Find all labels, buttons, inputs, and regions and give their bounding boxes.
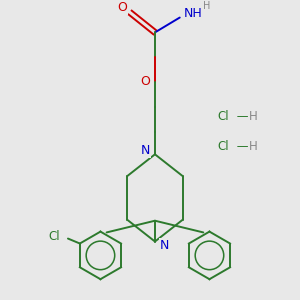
Text: —: — [233, 140, 253, 153]
Text: H: H [249, 140, 258, 153]
Text: H: H [203, 1, 210, 11]
Text: N: N [140, 144, 150, 157]
Text: H: H [249, 110, 258, 123]
Text: NH: NH [184, 7, 203, 20]
Text: O: O [140, 76, 150, 88]
Text: N: N [160, 239, 170, 252]
Text: Cl: Cl [218, 110, 229, 123]
Text: O: O [117, 1, 127, 14]
Text: Cl: Cl [218, 140, 229, 153]
Text: Cl: Cl [48, 230, 60, 243]
Text: —: — [233, 110, 253, 123]
